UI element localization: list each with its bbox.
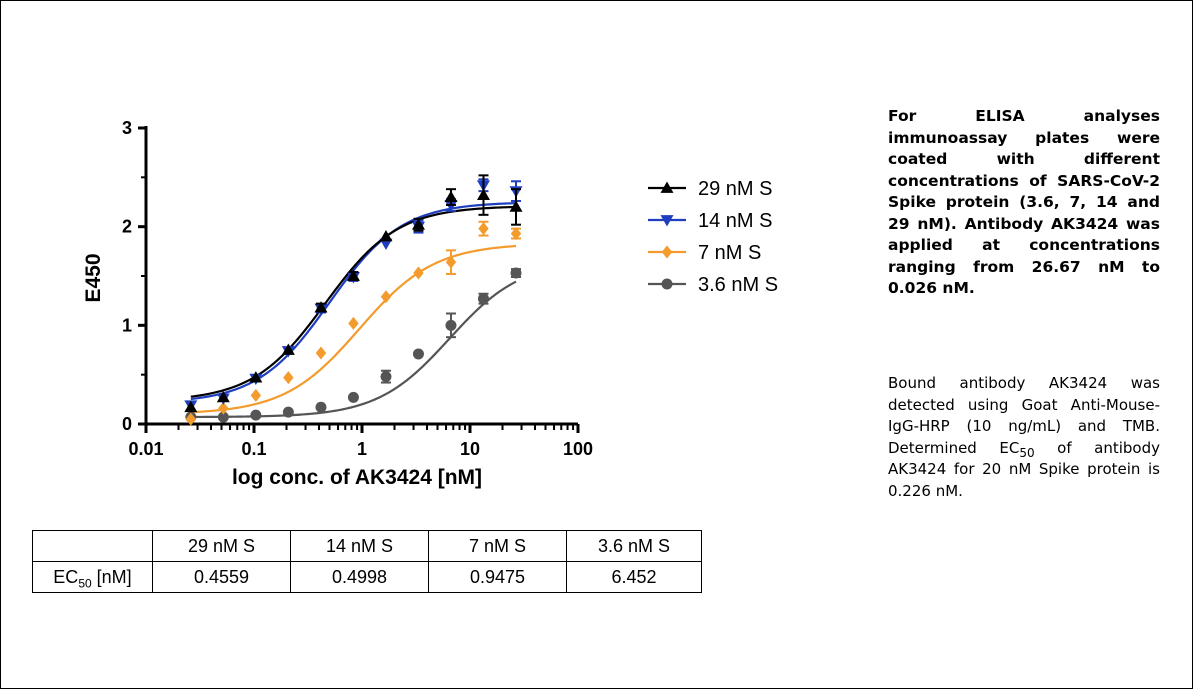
table-header-cell: 3.6 nM S bbox=[566, 530, 702, 562]
data-point bbox=[184, 400, 198, 413]
table-row: EC50 [nM] 0.4559 0.4998 0.9475 6.452 bbox=[32, 561, 702, 593]
table-header-cell: 14 nM S bbox=[290, 530, 429, 562]
table-cell: 6.452 bbox=[566, 561, 702, 593]
x-tick-label: 0.01 bbox=[128, 439, 163, 459]
data-point bbox=[250, 409, 262, 421]
data-point bbox=[282, 406, 294, 418]
fit-curves bbox=[190, 202, 517, 419]
data-point bbox=[250, 388, 262, 402]
fit-curve-14-nm-s bbox=[190, 202, 517, 401]
data-point bbox=[216, 390, 230, 403]
data-point bbox=[444, 190, 458, 202]
x-tick-label: 0.1 bbox=[241, 439, 266, 459]
data-point bbox=[445, 255, 457, 269]
description-bold: For ELISA analyses immunoassay plates we… bbox=[888, 107, 1160, 297]
x-axis-label: log conc. of AK3424 [nM] bbox=[232, 466, 482, 489]
y-axis-label: E450 bbox=[82, 253, 105, 302]
data-point bbox=[315, 401, 327, 413]
legend-marker bbox=[660, 181, 674, 193]
x-tick-label: 10 bbox=[460, 439, 480, 459]
data-point bbox=[185, 412, 197, 426]
y-tick-label: 0 bbox=[122, 414, 132, 434]
data-point bbox=[379, 230, 393, 242]
y-tick-label: 2 bbox=[122, 217, 132, 237]
table-header-row: 29 nM S 14 nM S 7 nM S 3.6 nM S bbox=[32, 530, 702, 562]
chart-axes: 0 1 2 3 0.01 0.1 1 10 100 log conc. of AK3424 [nM… bbox=[82, 118, 593, 489]
table-cell: 0.4998 bbox=[290, 561, 429, 593]
data-point bbox=[445, 319, 457, 331]
dose-response-chart: 0 1 2 3 0.01 0.1 1 10 100 log conc. of AK3424 [nM… bbox=[82, 118, 778, 489]
table-header-cell: 7 nM S bbox=[428, 530, 567, 562]
legend-label: 7 nM S bbox=[698, 242, 761, 264]
data-point bbox=[283, 371, 294, 385]
table-header-cell bbox=[32, 530, 153, 562]
table-cell: 0.9475 bbox=[428, 561, 567, 593]
data-point bbox=[314, 301, 328, 313]
data-point bbox=[510, 267, 522, 279]
data-point bbox=[510, 227, 522, 241]
data-point bbox=[380, 371, 392, 383]
legend-marker bbox=[661, 245, 673, 259]
data-point bbox=[477, 293, 489, 305]
data-point bbox=[476, 188, 490, 200]
legend-label: 29 nM S bbox=[698, 178, 772, 200]
data-point bbox=[249, 371, 263, 383]
description-subscript: 50 bbox=[1019, 445, 1035, 460]
fit-curve-29-nm-s bbox=[190, 205, 517, 398]
data-point bbox=[347, 391, 359, 403]
legend-marker bbox=[661, 278, 673, 290]
data-point bbox=[379, 238, 393, 250]
data-point bbox=[412, 348, 424, 360]
data-point bbox=[411, 218, 425, 230]
description-normal: Bound antibody AK3424 was detected using… bbox=[888, 373, 1160, 502]
data-point bbox=[217, 411, 229, 423]
data-point bbox=[509, 200, 523, 212]
ec-subscript: 50 bbox=[78, 576, 92, 591]
data-point bbox=[218, 401, 229, 415]
x-tick-label: 1 bbox=[357, 439, 367, 459]
data-point bbox=[281, 343, 295, 355]
legend-marker bbox=[660, 215, 674, 227]
data-point bbox=[315, 346, 327, 360]
data-point bbox=[348, 316, 359, 330]
y-tick-label: 3 bbox=[122, 118, 132, 138]
description-text: Bound antibody AK3424 was detected using… bbox=[888, 374, 1160, 457]
description-text-end: of antibody AK3424 for 20 nM Spike prote… bbox=[888, 438, 1160, 500]
ec50-table: 29 nM S 14 nM S 7 nM S 3.6 nM S EC50 [nM… bbox=[32, 530, 702, 593]
data-point bbox=[413, 266, 424, 280]
fit-curve-7-nm-s bbox=[190, 244, 517, 414]
data-point bbox=[380, 290, 392, 304]
table-row-label: EC50 [nM] bbox=[32, 561, 153, 593]
ec-label: EC bbox=[53, 566, 79, 587]
table-header-cell: 29 nM S bbox=[152, 530, 291, 562]
data-point bbox=[346, 269, 360, 281]
data-points bbox=[184, 174, 523, 426]
y-tick-label: 1 bbox=[122, 315, 132, 335]
chart-legend: 29 nM S 14 nM S 7 nM S 3.6 nM S bbox=[648, 178, 778, 296]
x-tick-label: 100 bbox=[563, 439, 593, 459]
data-point bbox=[478, 222, 489, 236]
fit-curve-3-6-nm-s bbox=[190, 280, 517, 419]
table-cell: 0.4559 bbox=[152, 561, 291, 593]
ec-unit: [nM] bbox=[91, 566, 132, 587]
legend-label: 14 nM S bbox=[698, 210, 772, 232]
legend-label: 3.6 nM S bbox=[698, 274, 778, 296]
